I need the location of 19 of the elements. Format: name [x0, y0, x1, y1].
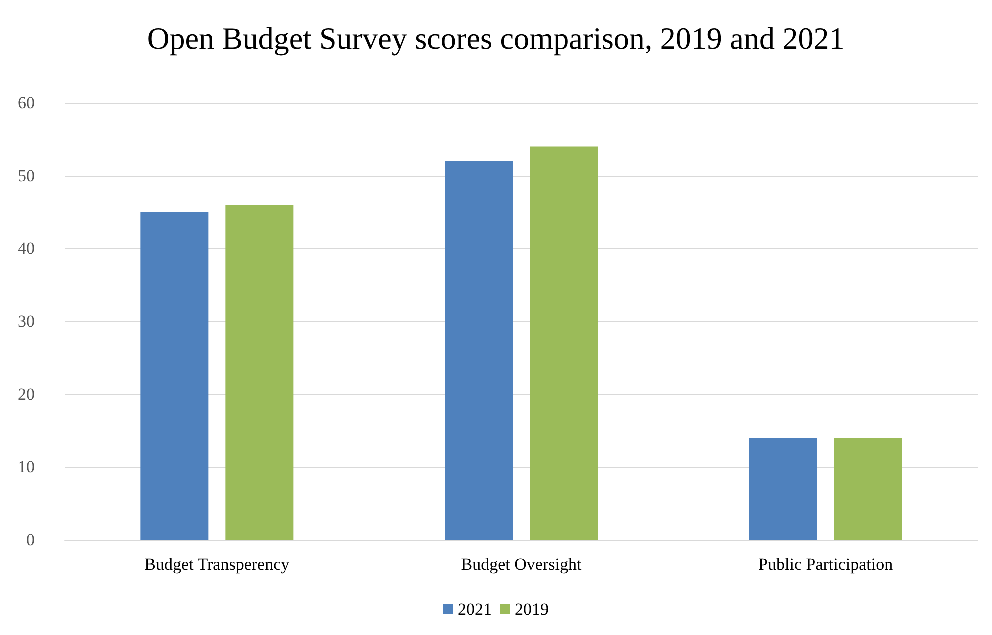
bar	[445, 161, 513, 540]
bar	[530, 146, 598, 540]
chart-title: Open Budget Survey scores comparison, 2019 and 2021	[147, 21, 845, 56]
legend-label: 2021	[458, 600, 492, 619]
y-tick-label: 10	[18, 458, 35, 477]
y-tick-label: 30	[18, 312, 35, 331]
y-tick-label: 0	[26, 530, 35, 550]
bar	[226, 204, 294, 540]
y-tick-label: 20	[18, 384, 35, 404]
x-tick-label: Budget Oversight	[461, 555, 582, 574]
bar	[834, 438, 902, 540]
bar	[749, 438, 818, 540]
bar	[140, 212, 209, 540]
x-tick-label: Public Participation	[758, 555, 894, 574]
legend-label: 2019	[515, 600, 549, 619]
y-tick-label: 50	[18, 166, 35, 186]
y-tick-label: 60	[18, 94, 35, 112]
x-tick-label: Budget Transperency	[144, 555, 290, 574]
y-tick-label: 40	[18, 239, 35, 258]
